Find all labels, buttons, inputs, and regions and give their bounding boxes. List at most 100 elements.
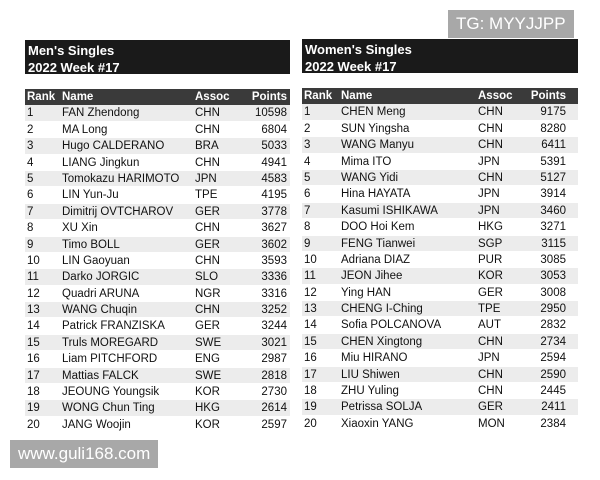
- table-row: 18 JEOUNG Youngsik KOR 2730: [25, 384, 290, 401]
- table-cell: JANG Woojin: [62, 418, 131, 431]
- table-cell: 3778: [261, 205, 287, 218]
- table-cell: WANG Chuqin: [62, 304, 137, 317]
- table-cell: 3115: [541, 237, 566, 250]
- table-cell: CHN: [478, 171, 503, 184]
- table-row: 16 Liam PITCHFORD ENG 2987: [25, 351, 290, 368]
- table-cell: 6: [304, 188, 311, 201]
- table-cell: 1: [304, 106, 311, 119]
- table-row: 12 Quadri ARUNA NGR 3316: [25, 286, 290, 303]
- table-cell: SUN Yingsha: [341, 122, 410, 135]
- table-cell: 3: [27, 140, 34, 153]
- table-cell: Adriana DIAZ: [341, 253, 411, 266]
- table-cell: CHN: [478, 139, 503, 152]
- table-row: 2 SUN Yingsha CHN 8280: [302, 121, 578, 138]
- table-cell: 4583: [261, 172, 287, 185]
- table-cell: 15: [304, 335, 317, 348]
- table-cell: CHENG I-Ching: [341, 303, 423, 316]
- table-row: 11 Darko JORGIC SLO 3336: [25, 269, 290, 286]
- table-cell: 12: [27, 287, 40, 300]
- column-header: Name: [62, 91, 94, 103]
- table-row: 4 LIANG Jingkun CHN 4941: [25, 155, 290, 171]
- table-cell: LIANG Jingkun: [62, 156, 140, 169]
- table-cell: Quadri ARUNA: [62, 287, 140, 300]
- column-header: Name: [341, 90, 373, 102]
- table-cell: 2734: [540, 335, 566, 348]
- table-cell: 8: [27, 222, 34, 235]
- table-row: 14 Patrick FRANZISKA GER 3244: [25, 318, 290, 335]
- table-cell: 6804: [261, 123, 287, 136]
- table-cell: 5391: [540, 155, 566, 168]
- table-cell: 3021: [261, 336, 287, 349]
- table-cell: JEON Jihee: [341, 270, 403, 283]
- title-line: 2022 Week #17: [305, 59, 397, 74]
- header-row: Rank Name Assoc Points: [25, 89, 290, 106]
- table-cell: CHN: [478, 335, 503, 348]
- table-row: 10 Adriana DIAZ PUR 3085: [302, 252, 578, 269]
- title-line: Men's Singles: [28, 43, 115, 58]
- table-cell: 2: [27, 123, 34, 136]
- table-cell: Truls MOREGARD: [62, 336, 159, 349]
- table-cell: CHN: [478, 368, 503, 381]
- table-cell: Patrick FRANZISKA: [62, 320, 165, 333]
- table-cell: 7: [304, 204, 311, 217]
- table-row: 6 LIN Yun-Ju TPE 4195: [25, 187, 290, 204]
- table-cell: BRA: [195, 140, 219, 153]
- table-row: 19 WONG Chun Ting HKG 2614: [25, 400, 290, 417]
- table-cell: 2987: [261, 353, 287, 366]
- table-cell: CHN: [195, 222, 220, 235]
- table-cell: ZHU Yuling: [341, 385, 399, 398]
- table-cell: 3085: [540, 253, 566, 266]
- table-row: 12 Ying HAN GER 3008: [302, 285, 578, 302]
- table-cell: 2411: [541, 401, 566, 414]
- table-row: 14 Sofia POLCANOVA AUT 2832: [302, 317, 578, 334]
- table-cell: JPN: [478, 155, 500, 168]
- table-cell: 3: [304, 139, 311, 152]
- table-cell: 5: [27, 172, 34, 185]
- table-cell: ENG: [195, 353, 220, 366]
- table-cell: Liam PITCHFORD: [62, 353, 158, 366]
- table-cell: 20: [304, 417, 317, 430]
- table-cell: 2818: [261, 369, 287, 382]
- table-cell: TPE: [195, 189, 218, 202]
- table-row: 7 Kasumi ISHIKAWA JPN 3460: [302, 202, 578, 220]
- table-cell: KOR: [478, 270, 503, 283]
- table-cell: 3602: [261, 238, 287, 251]
- table-row: 6 Hina HAYATA JPN 3914: [302, 186, 578, 203]
- table-row: 7 Dimitrij OVTCHAROV GER 3778: [25, 203, 290, 221]
- table-cell: JPN: [478, 352, 500, 365]
- table-title: Women's Singles 2022 Week #17: [302, 39, 578, 74]
- table-cell: FAN Zhendong: [62, 107, 140, 120]
- table-cell: KOR: [195, 386, 220, 399]
- table-cell: GER: [195, 205, 220, 218]
- table-cell: AUT: [478, 319, 501, 332]
- table-row: 5 WANG Yidi CHN 5127: [302, 169, 578, 187]
- table-cell: 10: [27, 254, 40, 267]
- title-line: Women's Singles: [305, 42, 412, 57]
- table-cell: 12: [304, 286, 317, 299]
- watermark: TG: MYYJJPP: [448, 10, 574, 38]
- table-cell: LIN Gaoyuan: [62, 254, 130, 267]
- table-cell: 2832: [540, 319, 566, 332]
- header-row: Rank Name Assoc Points: [302, 88, 578, 105]
- watermark: www.guli168.com: [10, 440, 159, 468]
- table-cell: 5127: [540, 171, 566, 184]
- table-cell: 3316: [261, 287, 287, 300]
- table-cell: 9: [304, 237, 311, 250]
- table-row: 19 Petrissa SOLJA GER 2411: [302, 399, 578, 416]
- table-cell: 9: [27, 238, 34, 251]
- table-cell: 2597: [261, 418, 287, 431]
- table-title: Men's Singles 2022 Week #17: [25, 40, 290, 75]
- table-cell: HKG: [195, 402, 220, 415]
- table-cell: TPE: [478, 303, 501, 316]
- table-cell: 9175: [540, 106, 566, 119]
- table-cell: Petrissa SOLJA: [341, 401, 423, 414]
- table-row: 2 MA Long CHN 6804: [25, 122, 290, 139]
- table-cell: Mattias FALCK: [62, 369, 139, 382]
- table-cell: WONG Chun Ting: [62, 402, 155, 415]
- table-cell: 2950: [540, 303, 566, 316]
- table-cell: 3593: [261, 254, 287, 267]
- table-cell: 14: [304, 319, 317, 332]
- table-cell: 16: [304, 352, 317, 365]
- table-cell: JEOUNG Youngsik: [62, 386, 160, 399]
